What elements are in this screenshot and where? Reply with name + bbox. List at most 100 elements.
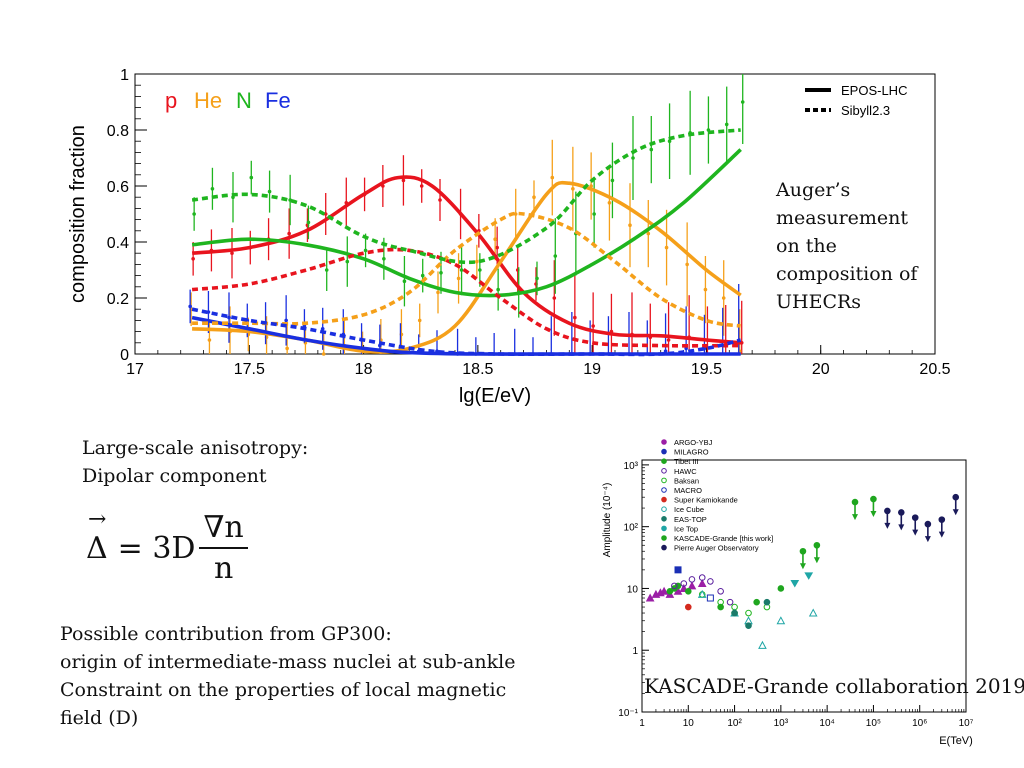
y-tick-label: 10²	[624, 523, 639, 534]
data-point-he	[513, 212, 518, 216]
y-axis-label: composition fraction	[67, 125, 89, 303]
y-tick-label: 10⁻¹	[618, 708, 638, 719]
y-tick-label: 0.2	[107, 291, 129, 308]
kascade-caption: KASCADE-Grande collaboration 2019	[644, 674, 1024, 698]
legend-label: HAWC	[674, 467, 697, 476]
data-point	[697, 589, 707, 598]
data-point-p	[191, 257, 195, 261]
data-point-he	[321, 352, 326, 356]
x-axis-label: E(TeV)	[939, 735, 973, 747]
data-point-n	[553, 254, 558, 258]
auger-annotation: Auger’s measurement on the composition o…	[776, 176, 976, 316]
data-point-fe	[227, 315, 231, 320]
x-tick-label: 20	[812, 361, 830, 378]
data-point	[684, 603, 692, 611]
data-point	[698, 574, 706, 581]
data-point-n	[439, 271, 443, 275]
data-point-n	[724, 122, 729, 127]
upper-limit-arrow	[799, 563, 806, 570]
data-point-n	[667, 139, 672, 143]
data-point	[804, 572, 814, 580]
composition-fraction-chart: 17 17.5 18 18.5 19 19.5 20 20.5 0 0.2 0.4 0.6 0.8 1 lg…	[67, 67, 951, 407]
data-point-he	[475, 259, 479, 264]
x-tick-label: 20.5	[919, 361, 950, 378]
formula-delta: Δ	[86, 507, 108, 566]
model-curve-fe-epos	[191, 315, 741, 356]
data-point-he	[417, 318, 422, 323]
legend-marker	[661, 468, 667, 474]
legend-marker	[661, 448, 667, 455]
y-tick-label: 1	[632, 646, 638, 657]
data-point	[717, 603, 724, 611]
y-tick-label: 0.6	[107, 179, 129, 196]
x-axis-label: lg(E/eV)	[459, 385, 531, 407]
data-point-n	[649, 147, 654, 152]
data-point-he	[493, 237, 497, 241]
data-point	[674, 566, 682, 574]
formula-denominator: n	[213, 551, 234, 586]
data-point-n	[535, 276, 539, 281]
dipole-amplitude-chart: 1 10 10² 10³ 10⁴ 10⁵ 10⁶ 10⁷10⁻¹11010²10³E(TeV)…	[602, 438, 974, 747]
upper-limit-arrow	[912, 529, 919, 536]
x-tick-label: 10⁵	[866, 718, 881, 729]
data-point	[684, 587, 692, 595]
data-point-he	[628, 223, 632, 227]
data-point-p	[438, 198, 442, 202]
data-point-he	[607, 201, 612, 205]
data-point-n	[496, 287, 500, 292]
upper-limit-arrow	[852, 514, 859, 521]
data-point-n	[210, 187, 215, 191]
legend-marker	[661, 516, 667, 522]
upper-limit-arrow	[938, 531, 945, 538]
data-point-he	[285, 346, 289, 351]
legend-label: Ice Cube	[674, 505, 704, 514]
dipole-formula: Δ = 3D ∇n n	[86, 507, 248, 586]
data-point-p	[666, 338, 671, 342]
upper-limit-arrow	[924, 536, 931, 543]
legend-marker	[661, 544, 667, 551]
data-point-n	[610, 178, 615, 183]
data-point	[706, 594, 714, 602]
auger-line-3: on the	[776, 235, 837, 257]
data-point-p	[591, 324, 595, 328]
data-point-fe	[663, 349, 668, 354]
y-tick-label: 10	[627, 584, 639, 595]
data-point	[776, 616, 786, 625]
legend-marker	[661, 439, 667, 445]
data-point	[763, 598, 771, 606]
anisotropy-line-2: Dipolar component	[82, 465, 267, 487]
data-point-n	[459, 268, 464, 272]
data-point	[790, 580, 800, 588]
x-tick-label: 10⁷	[959, 718, 974, 729]
legend-label-epos-lhc: EPOS-LHC	[841, 83, 907, 98]
data-point-n	[324, 268, 329, 272]
x-tick-label: 18	[355, 361, 373, 378]
model-curve-n-sibyll	[191, 128, 741, 265]
gp300-line-4: field (D)	[60, 707, 139, 729]
x-tick-label: 19	[583, 361, 601, 378]
x-tick-label: 10²	[727, 718, 742, 729]
upper-limit-arrow	[884, 522, 891, 529]
legend-label: Ice Top	[674, 524, 698, 533]
legend-label: Pierre Auger Observatory	[674, 544, 759, 553]
data-point	[777, 585, 785, 592]
data-point-n	[345, 259, 350, 264]
species-label-he: He	[194, 88, 222, 113]
gp300-line-2: origin of intermediate-mass nuclei at su…	[60, 651, 516, 673]
legend-marker	[661, 458, 667, 465]
data-point-fe	[284, 318, 288, 323]
data-point-p	[573, 315, 577, 320]
data-point-p	[739, 341, 744, 345]
data-point-n	[363, 248, 368, 253]
data-point	[726, 598, 734, 606]
formula-fraction: ∇n n	[199, 510, 248, 586]
data-point-p	[401, 178, 406, 183]
anisotropy-heading: Large-scale anisotropy: Dipolar componen…	[82, 434, 308, 490]
x-tick-label: 10⁴	[819, 718, 834, 729]
data-point-he	[646, 231, 651, 236]
y-tick-label: 0.4	[107, 235, 129, 252]
data-point-he	[685, 262, 689, 267]
data-point	[753, 598, 760, 606]
x-tick-label: 17.5	[234, 361, 265, 378]
data-point-n	[288, 198, 292, 202]
